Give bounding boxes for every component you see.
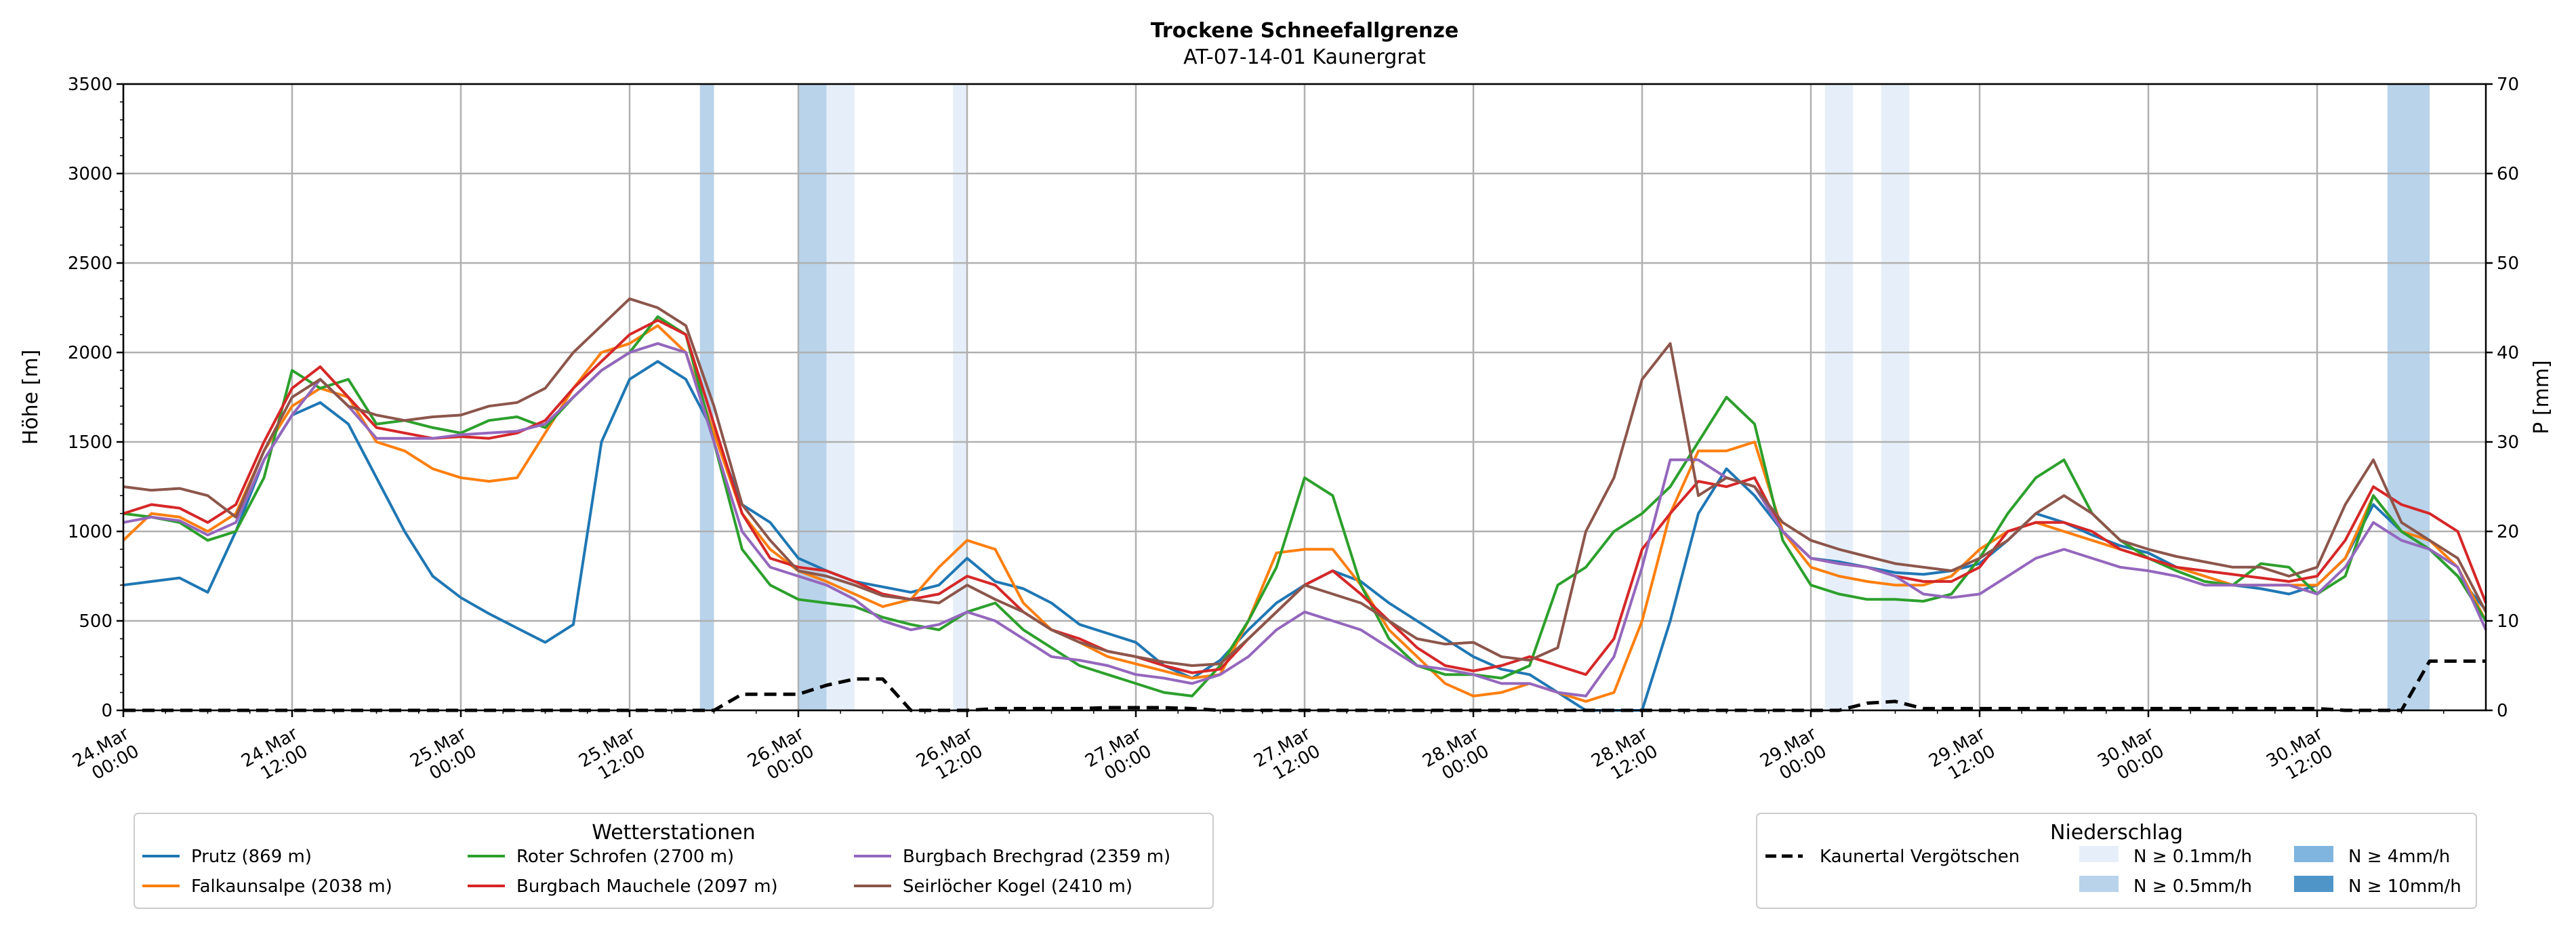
y-axis-left-label: Höhe [m] xyxy=(19,350,43,445)
y-axis-right-ticks: 0 10 20 30 40 50 60 70 xyxy=(2486,75,2519,721)
ytick-left-label-2: 1000 xyxy=(68,522,113,542)
legend-label-burgbach-mauchele-2097-m: Burgbach Mauchele (2097 m) xyxy=(516,876,778,897)
legend-precip-swatch-0 xyxy=(2079,846,2119,862)
legend-stations-frame xyxy=(134,813,1214,909)
precip-band-6 xyxy=(2387,84,2430,710)
legend-precip: Niederschlag Kaunertal Vergötschen N ≥ 0.… xyxy=(1756,813,2477,909)
precip-band-5 xyxy=(1881,84,1910,710)
legend-precip-label-0: N ≥ 0.1mm/h xyxy=(2133,847,2252,867)
chart-title: Trockene Schneefallgrenze xyxy=(1151,19,1458,43)
ytick-left-label-1: 500 xyxy=(79,611,113,632)
legend-precip-swatch-3 xyxy=(2294,876,2333,892)
legend-label-roter-schrofen-2700-m: Roter Schrofen (2700 m) xyxy=(516,847,734,867)
legend-precip-swatch-2 xyxy=(2294,846,2333,862)
series-seirl-cher-kogel-2410-m xyxy=(123,297,2487,667)
legend-label-falkaunsalpe-2038-m: Falkaunsalpe (2038 m) xyxy=(191,876,392,897)
legend-stations-items: Prutz (869 m) Falkaunsalpe (2038 m) Roter … xyxy=(142,847,1170,897)
ytick-left-label-3: 1500 xyxy=(68,432,113,453)
ytick-right-label-3: 30 xyxy=(2497,432,2519,453)
ytick-right-label-6: 60 xyxy=(2497,164,2519,184)
y-axis-right-label: P [mm] xyxy=(2530,360,2554,434)
precip-band-1 xyxy=(798,84,827,710)
series-burgbach-brechgrad-2359-m xyxy=(123,342,2487,697)
precip-band-3 xyxy=(953,84,967,710)
ytick-right-label-7: 70 xyxy=(2497,75,2519,95)
ytick-left-label-4: 2000 xyxy=(68,343,113,363)
y-axis-left-ticks: 0 500 1000 1500 2000 2500 3000 3500 xyxy=(68,75,123,721)
legend-precip-label-2: N ≥ 4mm/h xyxy=(2348,847,2450,867)
ytick-right-label-0: 0 xyxy=(2497,701,2508,721)
ytick-left-label-6: 3000 xyxy=(68,164,113,184)
ytick-right-label-2: 20 xyxy=(2497,522,2519,542)
legend-precip-label-3: N ≥ 10mm/h xyxy=(2348,876,2461,897)
ytick-left-label-7: 3500 xyxy=(68,75,113,95)
legend-precip-label-1: N ≥ 0.5mm/h xyxy=(2133,876,2252,897)
legend-label-burgbach-brechgrad-2359-m: Burgbach Brechgrad (2359 m) xyxy=(903,847,1170,867)
legend-precip-swatch-1 xyxy=(2079,876,2119,892)
legend-precip-items: Kaunertal Vergötschen N ≥ 0.1mm/h N ≥ 0.5m… xyxy=(1765,846,2461,897)
precip-band-4 xyxy=(1824,84,1854,710)
legend-stations: Wetterstationen Prutz (869 m) Falkaunsalp… xyxy=(134,813,1214,909)
ytick-right-label-1: 10 xyxy=(2497,611,2519,632)
precipitation-bands xyxy=(699,84,2430,710)
legend-label-prutz-869-m: Prutz (869 m) xyxy=(191,847,312,867)
legend-label-kaunertal-verg-tschen: Kaunertal Vergötschen xyxy=(1820,847,2020,867)
precip-band-2 xyxy=(826,84,855,710)
ytick-right-label-4: 40 xyxy=(2497,343,2519,363)
grid-lines xyxy=(122,83,2486,712)
series-falkaunsalpe-2038-m xyxy=(122,324,2487,703)
ytick-left-label-0: 0 xyxy=(101,701,113,721)
legend-precip-title: Niederschlag xyxy=(2050,821,2183,845)
chart-subtitle: AT-07-14-01 Kaunergrat xyxy=(1183,45,1426,69)
ytick-right-label-5: 50 xyxy=(2497,254,2519,274)
legend-stations-title: Wetterstationen xyxy=(592,821,755,845)
ytick-left-label-5: 2500 xyxy=(68,254,113,274)
legend-label-seirl-cher-kogel-2410-m: Seirlöcher Kogel (2410 m) xyxy=(903,876,1132,897)
